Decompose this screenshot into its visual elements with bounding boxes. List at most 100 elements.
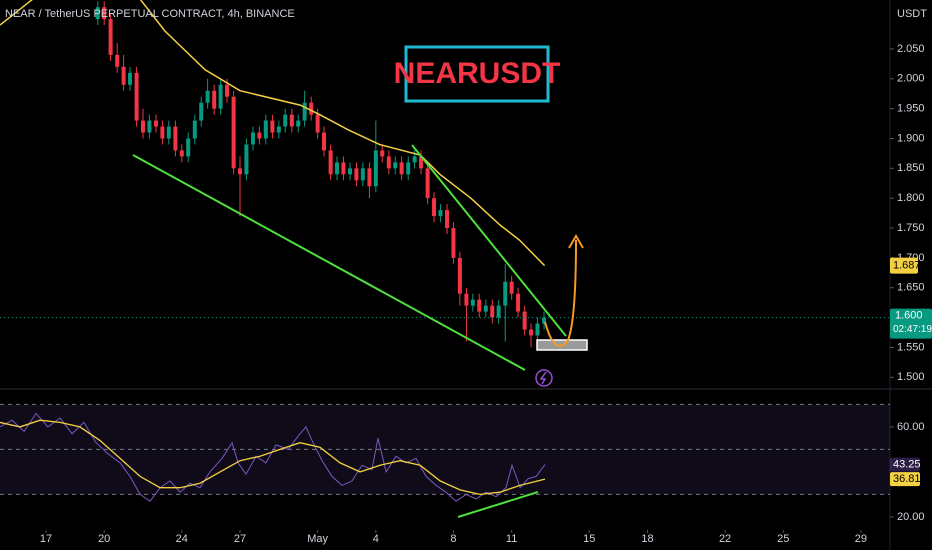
- label-box: [404, 45, 550, 103]
- x-tick-label: 8: [450, 533, 456, 545]
- rsi-pane: 60.00 20.00 43.25 36.81: [0, 403, 925, 523]
- resistance-trendline: [411, 144, 567, 337]
- candle-body: [425, 168, 430, 199]
- indicator-line: [0, 412, 546, 502]
- indicator-value-label: 43.25: [893, 459, 921, 471]
- candle-body: [360, 168, 365, 181]
- y-tick-label: 1.550: [897, 341, 925, 353]
- candle-body: [322, 132, 327, 151]
- arrow-head: [568, 234, 584, 249]
- candle-body: [509, 281, 514, 294]
- event-icon[interactable]: [535, 369, 553, 387]
- candle-body: [218, 84, 223, 109]
- candle-body: [348, 168, 353, 175]
- x-tick-label: 22: [719, 533, 731, 545]
- candle-body: [457, 257, 462, 294]
- x-tick-label: 17: [40, 533, 52, 545]
- candle-body: [335, 162, 340, 175]
- rsi-band: [0, 404, 890, 495]
- candle-body: [328, 150, 333, 175]
- candle-body: [490, 305, 495, 318]
- candle-body: [270, 120, 275, 133]
- candle-body: [276, 126, 281, 133]
- candle-body: [225, 84, 230, 97]
- event-bolt: [539, 371, 547, 385]
- candle-body: [464, 293, 469, 306]
- x-tick-label: 11: [506, 533, 517, 545]
- y-tick-label: 1.750: [897, 222, 925, 234]
- y-tick-label: 2.050: [897, 43, 925, 55]
- candle-body: [238, 168, 243, 175]
- y-tick-label: 60.00: [897, 421, 925, 433]
- last-price-tag: [890, 308, 932, 339]
- candle-body: [115, 54, 120, 67]
- candle-body: [380, 150, 385, 157]
- candle-body: [412, 156, 417, 163]
- candle-body: [354, 168, 359, 181]
- y-tick-label: 1.800: [897, 192, 925, 204]
- candle-body: [406, 162, 411, 175]
- candle-body: [263, 120, 268, 139]
- y-tick-label: 20.00: [897, 511, 925, 523]
- indicator-tag: [890, 457, 920, 472]
- candle-body: [367, 168, 372, 187]
- y-tick-label: 1.950: [897, 103, 925, 115]
- candle-body: [386, 156, 391, 169]
- chart-title: NEAR / TetherUS PERPETUAL CONTRACT, 4h, …: [5, 8, 295, 20]
- y-tick-label: 1.500: [897, 371, 925, 383]
- candle-body: [302, 102, 307, 121]
- candle-body: [529, 329, 534, 336]
- x-tick-label: 24: [176, 533, 188, 545]
- candle-body: [108, 19, 113, 55]
- candle-body: [205, 90, 210, 103]
- candle-body: [341, 162, 346, 175]
- candle-body: [445, 210, 450, 229]
- candle-body: [477, 299, 482, 312]
- candle-body: [95, 7, 100, 20]
- x-tick-label: 27: [234, 533, 246, 545]
- candle-body: [160, 126, 165, 139]
- candle-body: [147, 120, 152, 133]
- candle-body: [535, 323, 540, 336]
- ma-price-label: 1.687: [893, 260, 921, 272]
- candle-body: [432, 198, 437, 217]
- candle-body: [289, 114, 294, 127]
- x-tick-label: 15: [583, 533, 595, 545]
- candle-body: [102, 7, 107, 20]
- x-tick-label: 25: [777, 533, 789, 545]
- ma-price-tag: [890, 257, 918, 274]
- candle-body: [451, 228, 456, 258]
- candle-body: [438, 210, 443, 217]
- x-tick-label: 29: [855, 533, 867, 545]
- candle-body: [283, 114, 288, 127]
- candle-body: [166, 126, 171, 139]
- x-tick-label: 4: [373, 533, 379, 545]
- candle-body: [516, 293, 521, 312]
- x-tick-label: 18: [641, 533, 653, 545]
- candle-body: [503, 281, 508, 306]
- candle-body: [179, 150, 184, 157]
- candle-body: [542, 317, 547, 324]
- candle-body: [153, 120, 158, 127]
- candle-body: [127, 72, 132, 85]
- indicator-tag: [890, 472, 920, 487]
- y-tick-label: 1.900: [897, 132, 925, 144]
- rsi-divergence-line: [457, 491, 539, 518]
- candle-body: [419, 156, 424, 169]
- candle-body: [309, 102, 314, 115]
- candle-body: [399, 162, 404, 175]
- countdown-label: 02:47:19: [893, 324, 932, 335]
- candle-body: [496, 305, 501, 318]
- x-tick-label: May: [307, 533, 328, 545]
- candle-body: [140, 120, 145, 133]
- currency-label: USDT: [897, 8, 927, 20]
- x-tick-label: 20: [98, 533, 110, 545]
- indicator-value-label: 36.81: [893, 473, 921, 485]
- indicator-line: [0, 419, 546, 496]
- candle-body: [251, 132, 256, 145]
- candle-body: [483, 305, 488, 312]
- candle-body: [315, 114, 320, 133]
